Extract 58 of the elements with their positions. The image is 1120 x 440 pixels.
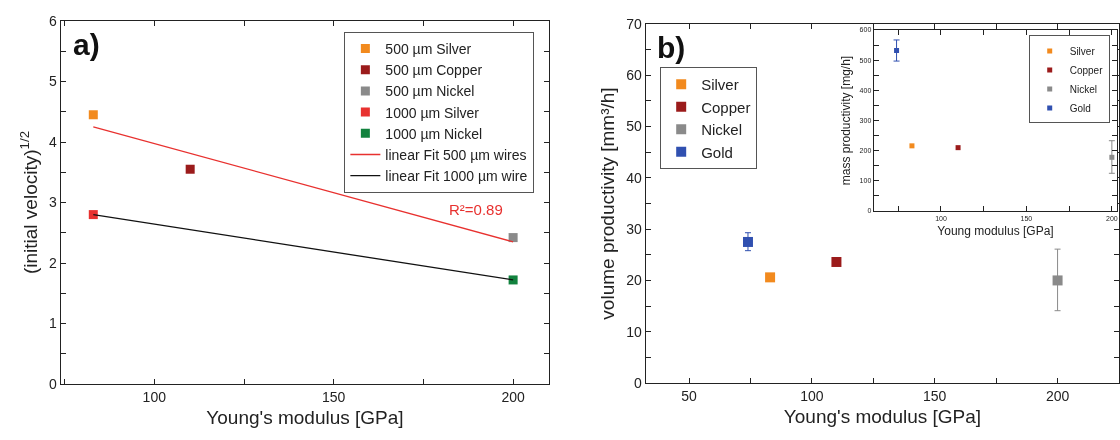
x-axis-title: Young's modulus [GPa] xyxy=(783,405,982,427)
x-tick-label: 200 xyxy=(1045,388,1070,405)
legend-label: 500 µm Copper xyxy=(385,62,483,79)
y-tick-label: 4 xyxy=(49,133,58,150)
point xyxy=(909,143,915,149)
y-tick-label: 40 xyxy=(626,169,643,186)
point xyxy=(742,236,753,247)
legend-label: 500 µm Silver xyxy=(385,40,472,57)
legend-label: Silver xyxy=(1069,45,1096,57)
point xyxy=(765,272,776,283)
y-axis-title: volume productivity [mm³/h] xyxy=(597,87,619,320)
legend-label: linear Fit 500 µm wires xyxy=(385,146,527,163)
legend-label: Copper xyxy=(1069,64,1104,76)
annotation: R²=0.89 xyxy=(449,201,503,218)
legend-label: 1000 µm Silver xyxy=(385,104,480,121)
annotation: a) xyxy=(73,28,100,61)
x-tick-label: 50 xyxy=(681,388,697,405)
point xyxy=(508,233,518,243)
point xyxy=(1109,154,1115,160)
y-tick-label: 0 xyxy=(49,375,58,392)
y-tick-label: 70 xyxy=(626,15,643,32)
legend-label: Silver xyxy=(701,76,739,94)
point xyxy=(955,145,961,151)
y-tick-label: 30 xyxy=(626,221,643,238)
y-tick-label: 60 xyxy=(626,67,643,84)
legend-label: Nickel xyxy=(701,121,743,139)
point xyxy=(88,210,98,220)
legend-label: 500 µm Nickel xyxy=(385,83,475,100)
legend-label: Nickel xyxy=(1069,83,1097,95)
x-tick-label: 200 xyxy=(501,389,526,406)
point xyxy=(894,48,900,54)
point xyxy=(508,275,518,285)
point xyxy=(1052,275,1063,286)
y-tick-label: 5 xyxy=(49,73,58,90)
x-tick-label: 150 xyxy=(322,389,346,406)
x-axis-title: Young's modulus [GPa] xyxy=(206,406,404,428)
y-tick-label: 10 xyxy=(626,323,643,340)
x-tick-label: 150 xyxy=(923,388,947,405)
x-tick-label: 100 xyxy=(142,389,167,406)
y-axis-title: mass productivity [mg/h] xyxy=(839,55,854,186)
legend-label: 1000 µm Nickel xyxy=(385,125,483,142)
legend-label: Copper xyxy=(701,98,751,116)
x-axis-title: Young modulus [GPa] xyxy=(937,224,1054,239)
x-tick-label: 100 xyxy=(800,388,824,405)
point xyxy=(185,164,195,174)
y-tick-label: 50 xyxy=(626,118,643,135)
point xyxy=(88,110,98,120)
y-tick-label: 1 xyxy=(49,315,58,332)
y-tick-label: 20 xyxy=(626,272,643,289)
legend-label: Gold xyxy=(701,143,733,161)
point xyxy=(831,256,842,267)
annotation: b) xyxy=(657,31,686,64)
y-tick-label: 3 xyxy=(49,194,58,211)
y-tick-label: 6 xyxy=(49,12,58,29)
legend-label: linear Fit 1000 µm wire xyxy=(385,168,528,185)
legend-label: Gold xyxy=(1069,102,1091,114)
y-tick-label: 0 xyxy=(634,374,643,391)
y-tick-label: 2 xyxy=(49,254,58,271)
